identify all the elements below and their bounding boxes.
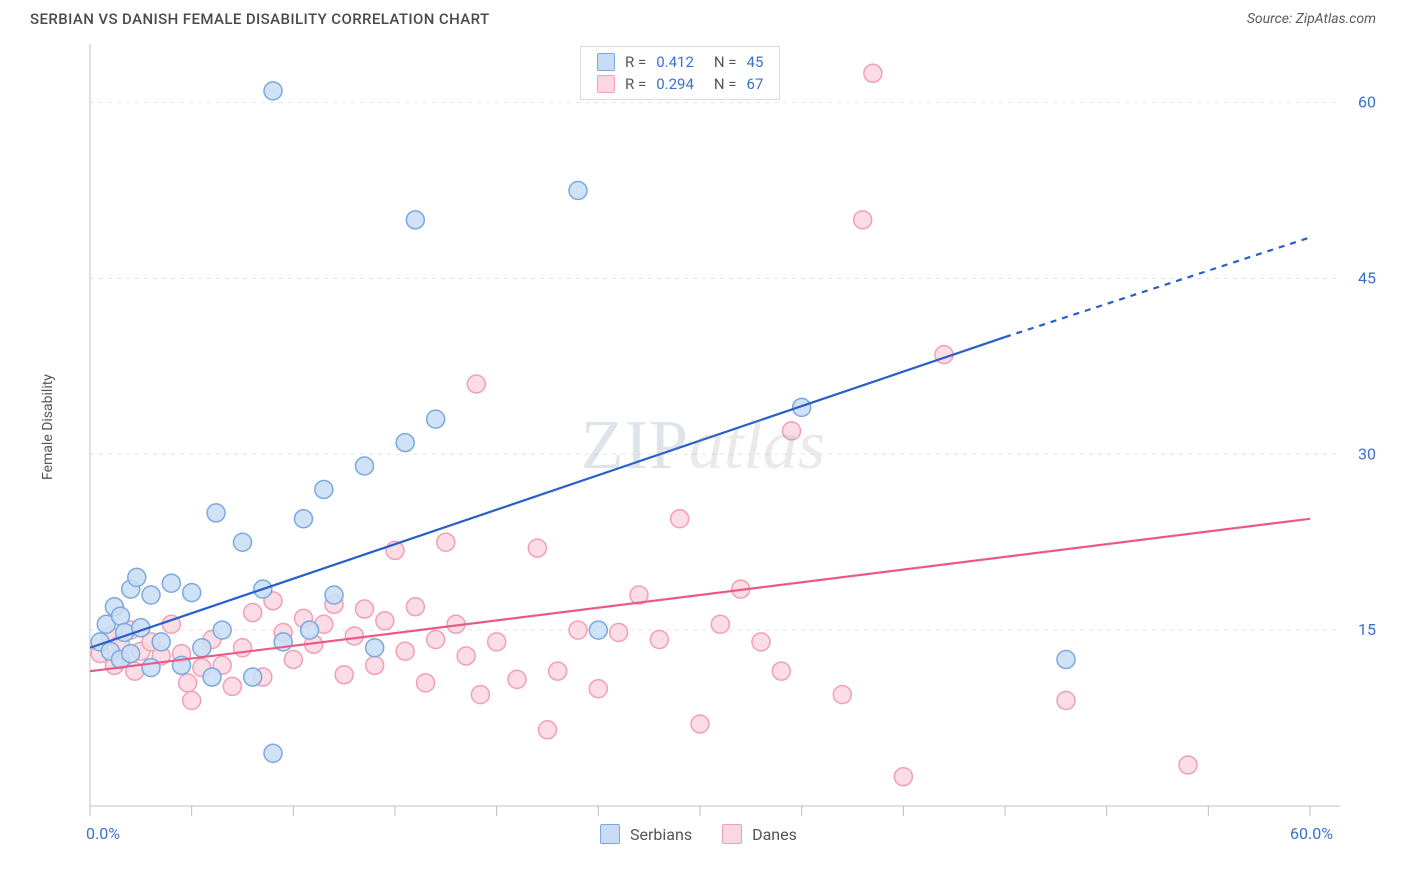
data-point — [549, 662, 567, 680]
data-point — [193, 639, 211, 657]
data-point — [1057, 650, 1075, 668]
data-point — [396, 642, 414, 660]
data-point — [833, 686, 851, 704]
x-axis-min-label: 0.0% — [86, 824, 120, 843]
data-point — [142, 659, 160, 677]
data-point — [264, 82, 282, 100]
data-point — [376, 612, 394, 630]
legend-label: Serbians — [630, 825, 692, 844]
data-point — [356, 457, 374, 475]
data-point — [183, 584, 201, 602]
data-point — [315, 480, 333, 498]
y-tick-label: 30.0% — [1358, 444, 1376, 463]
data-point — [711, 615, 729, 633]
data-point — [864, 64, 882, 82]
data-point — [112, 607, 130, 625]
data-point — [1179, 756, 1197, 774]
data-point — [325, 586, 343, 604]
data-point — [417, 674, 435, 692]
data-point — [772, 662, 790, 680]
data-point — [264, 744, 282, 762]
chart-title: SERBIAN VS DANISH FEMALE DISABILITY CORR… — [30, 10, 490, 28]
data-point — [203, 668, 221, 686]
chart-header: SERBIAN VS DANISH FEMALE DISABILITY CORR… — [0, 0, 1406, 36]
legend-item: Danes — [722, 824, 797, 844]
data-point — [569, 182, 587, 200]
chart-source: Source: ZipAtlas.com — [1247, 11, 1376, 27]
data-point — [244, 604, 262, 622]
data-point — [207, 504, 225, 522]
data-point — [488, 633, 506, 651]
y-tick-label: 15.0% — [1358, 620, 1376, 639]
data-point — [284, 650, 302, 668]
data-point — [671, 510, 689, 528]
data-point — [467, 375, 485, 393]
data-point — [183, 691, 201, 709]
legend-label: Danes — [752, 825, 797, 844]
legend-swatch — [600, 824, 620, 844]
data-point — [152, 633, 170, 651]
legend-swatch — [722, 824, 742, 844]
data-point — [650, 631, 668, 649]
data-point — [427, 410, 445, 428]
data-point — [406, 211, 424, 229]
data-point — [223, 677, 241, 695]
y-tick-label: 45.0% — [1358, 268, 1376, 287]
data-point — [508, 670, 526, 688]
legend-row: R =0.294N =67 — [581, 73, 779, 95]
data-point — [854, 211, 872, 229]
data-point — [1057, 691, 1075, 709]
data-point — [539, 721, 557, 739]
data-point — [691, 715, 709, 733]
data-point — [213, 621, 231, 639]
data-point — [234, 533, 252, 551]
data-point — [366, 656, 384, 674]
data-point — [295, 510, 313, 528]
y-tick-label: 60.0% — [1358, 93, 1376, 112]
legend-swatch — [597, 53, 615, 71]
data-point — [471, 686, 489, 704]
data-point — [162, 574, 180, 592]
legend-row: R =0.412N =45 — [581, 51, 779, 73]
data-point — [528, 539, 546, 557]
data-point — [179, 674, 197, 692]
data-point — [396, 434, 414, 452]
chart-container: 15.0%30.0%45.0%60.0% ZIPatlas R =0.412N … — [30, 36, 1376, 856]
data-point — [122, 645, 140, 663]
x-axis-max-label: 60.0% — [1290, 824, 1333, 843]
data-point — [301, 621, 319, 639]
data-point — [569, 621, 587, 639]
data-point — [142, 586, 160, 604]
data-point — [345, 627, 363, 645]
legend-swatch — [597, 75, 615, 93]
data-point — [752, 633, 770, 651]
data-point — [335, 666, 353, 684]
data-point — [437, 533, 455, 551]
series-legend: Serbians Danes — [600, 824, 797, 844]
y-axis-label: Female Disability — [40, 374, 56, 480]
data-point — [783, 422, 801, 440]
data-point — [457, 647, 475, 665]
data-point — [244, 668, 262, 686]
correlation-legend: R =0.412N =45R =0.294N =67 — [580, 46, 780, 100]
data-point — [894, 768, 912, 786]
data-point — [366, 639, 384, 657]
data-point — [356, 600, 374, 618]
trend-line — [90, 337, 1005, 648]
scatter-chart: 15.0% 30.0% 45.0% 60.0% — [30, 36, 1376, 856]
data-point — [610, 623, 628, 641]
data-point — [406, 598, 424, 616]
data-point — [234, 639, 252, 657]
legend-item: Serbians — [600, 824, 692, 844]
data-point — [589, 621, 607, 639]
data-point — [128, 568, 146, 586]
trend-line-extrapolated — [1005, 237, 1310, 337]
data-point — [427, 631, 445, 649]
data-point — [589, 680, 607, 698]
